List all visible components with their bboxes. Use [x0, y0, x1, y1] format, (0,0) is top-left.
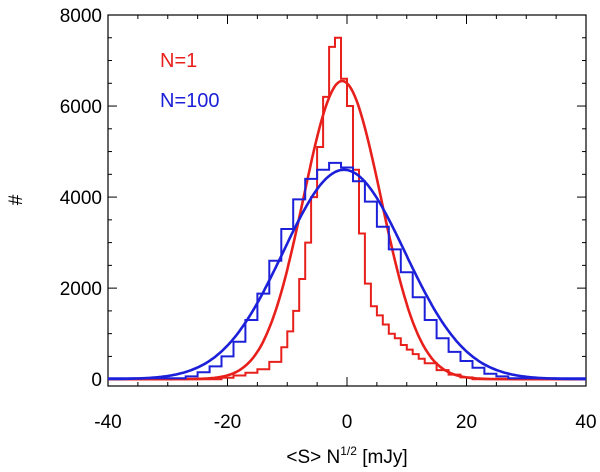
histogram-n100 [108, 161, 586, 380]
x-tick-label: 40 [575, 412, 596, 433]
series-layer [107, 36, 586, 381]
x-axis-label: <S> N1/2 [mJy] [286, 444, 407, 468]
gaussian-fit-n1 [108, 79, 586, 381]
x-tick-labels: -40 -20 0 20 40 [94, 412, 596, 433]
y-tick-labels: 0 2000 4000 6000 8000 [60, 6, 102, 391]
gaussian-fit-n100 [107, 168, 586, 381]
y-tick-label: 8000 [60, 6, 102, 27]
y-tick-label: 0 [91, 370, 102, 391]
y-axis-label: # [6, 194, 27, 205]
x-tick-label: -40 [94, 412, 121, 433]
histogram-n1 [108, 36, 586, 381]
axis-ticks [107, 14, 587, 386]
legend-label-n100: N=100 [160, 90, 220, 112]
legend-label-n1: N=1 [160, 50, 197, 72]
x-tick-label: 0 [342, 412, 353, 433]
x-axis-label-main: <S> N [286, 447, 340, 468]
x-axis-label-unit: [mJy] [357, 447, 408, 468]
x-tick-label: -20 [214, 412, 241, 433]
y-tick-label: 4000 [60, 188, 102, 209]
y-tick-label: 2000 [60, 279, 102, 300]
x-axis-label-sup: 1/2 [340, 444, 357, 458]
y-tick-label: 6000 [60, 97, 102, 118]
x-tick-label: 20 [456, 412, 477, 433]
